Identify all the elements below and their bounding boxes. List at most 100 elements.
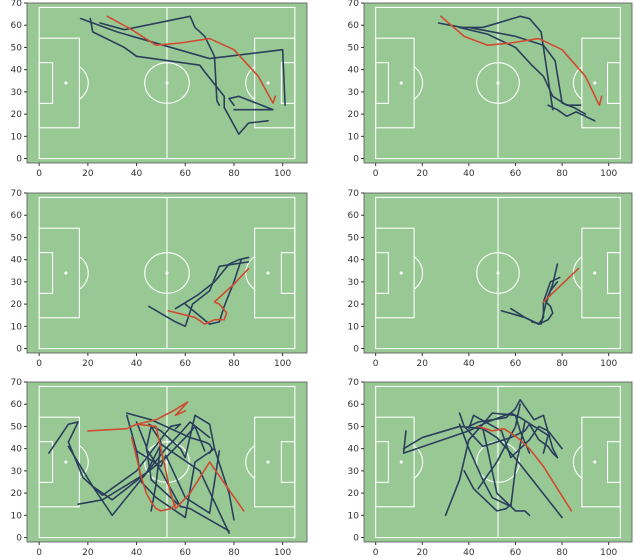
track-line-1 [89, 17, 269, 135]
y-tick-label: 20 [348, 489, 360, 499]
y-tick-label: 70 [348, 378, 360, 388]
y-tick-label: 30 [348, 467, 360, 477]
centre-spot [496, 81, 500, 85]
pitch-panel-4: 0 20 40 60 80 100 0 10 20 30 40 50 60 70 [348, 189, 633, 369]
track-line-9 [463, 470, 512, 512]
track-line-5 [106, 15, 277, 104]
x-tick-label: 0 [373, 359, 379, 369]
y-tick-label: 50 [348, 233, 360, 243]
left-penalty-spot [399, 460, 403, 464]
pitch-panel-3: 0 20 40 60 80 100 0 10 20 30 40 50 60 70 [11, 189, 308, 369]
right-penalty-spot [593, 271, 597, 275]
x-tick-label: 100 [600, 359, 617, 369]
y-tick-label: 30 [348, 88, 360, 98]
y-tick-label: 0 [16, 345, 22, 355]
left-penalty-arc [79, 66, 89, 100]
pitch-markings [375, 196, 621, 350]
track-line-2 [174, 256, 250, 310]
x-tick-label: 100 [274, 169, 291, 179]
y-tick-label: 0 [353, 155, 359, 165]
y-tick-label: 70 [11, 378, 23, 388]
y-tick-label: 60 [11, 211, 23, 221]
x-tick-label: 80 [228, 169, 240, 179]
x-tick-label: 60 [510, 169, 522, 179]
track-line-6 [468, 398, 559, 459]
centre-circle [476, 252, 520, 294]
right-goal-area [280, 441, 296, 483]
pitch-panel-5: 0 20 40 60 80 100 0 10 20 30 40 50 60 70 [11, 378, 308, 557]
x-tick-label: 100 [274, 359, 291, 369]
track-line-3 [184, 258, 243, 325]
x-tick-label: 20 [82, 359, 94, 369]
track-line-7 [77, 425, 206, 506]
y-tick-label: 70 [11, 189, 23, 199]
y-tick-label: 60 [11, 400, 23, 410]
right-penalty-spot [266, 271, 270, 275]
y-tick-label: 50 [11, 422, 23, 432]
plot-frame [26, 2, 308, 164]
x-tick-label: 80 [556, 548, 568, 557]
right-goal-area [606, 441, 621, 483]
track-line-3 [458, 421, 526, 508]
y-tick-label: 40 [11, 256, 23, 266]
track-line-6 [91, 421, 211, 501]
y-tick-label: 70 [11, 0, 23, 9]
x-tick-label: 60 [180, 359, 192, 369]
x-tick-label: 80 [556, 359, 568, 369]
left-goal-area [375, 62, 390, 104]
x-tick-label: 0 [36, 169, 42, 179]
centre-circle [476, 62, 520, 104]
left-goal-area [38, 441, 54, 483]
track-line-3 [99, 15, 221, 107]
x-tick-label: 60 [180, 169, 192, 179]
x-tick-label: 40 [131, 169, 143, 179]
pitch-markings [38, 6, 296, 160]
y-tick-label: 10 [348, 511, 360, 521]
right-penalty-spot [266, 81, 270, 85]
track-line-4 [167, 267, 250, 325]
right-penalty-arc [572, 445, 583, 479]
y-tick-label: 20 [348, 110, 360, 120]
x-tick-label: 80 [228, 359, 240, 369]
y-tick-label: 50 [11, 233, 23, 243]
y-tick-label: 50 [11, 43, 23, 53]
track-line-4 [228, 95, 274, 111]
y-tick-label: 40 [348, 66, 360, 76]
track-line-5 [444, 412, 531, 517]
pitch-panel-2: 0 20 40 60 80 100 0 10 20 30 40 50 60 70 [348, 0, 633, 179]
right-penalty-spot [266, 460, 270, 464]
plot-frame [26, 381, 308, 543]
track-line-11 [477, 425, 573, 512]
track-line-1 [147, 261, 250, 328]
y-tick-label: 10 [348, 132, 360, 142]
left-penalty-arc [79, 256, 89, 290]
left-penalty-spot [64, 460, 68, 464]
x-tick-label: 20 [82, 169, 94, 179]
track-line-4 [468, 26, 587, 115]
plot-frame [363, 381, 633, 543]
centre-circle [144, 62, 190, 104]
y-tick-label: 10 [348, 322, 360, 332]
y-tick-label: 20 [11, 489, 23, 499]
right-penalty-arc [245, 256, 255, 290]
left-penalty-spot [64, 271, 68, 275]
track-line-5 [440, 15, 603, 107]
right-penalty-spot [593, 460, 597, 464]
y-tick-label: 40 [11, 445, 23, 455]
right-goal-area [606, 252, 621, 294]
centre-spot [165, 271, 169, 275]
y-tick-label: 60 [348, 400, 360, 410]
y-tick-label: 60 [348, 21, 360, 31]
x-tick-label: 60 [510, 359, 522, 369]
y-tick-label: 50 [348, 43, 360, 53]
track-line-12 [135, 423, 245, 512]
x-tick-label: 80 [556, 169, 568, 179]
track-line-8 [147, 414, 216, 459]
track-line-2 [458, 412, 559, 459]
centre-spot [496, 271, 500, 275]
y-tick-label: 20 [348, 300, 360, 310]
x-tick-label: 40 [463, 169, 475, 179]
y-tick-label: 30 [11, 467, 23, 477]
centre-spot [165, 81, 169, 85]
